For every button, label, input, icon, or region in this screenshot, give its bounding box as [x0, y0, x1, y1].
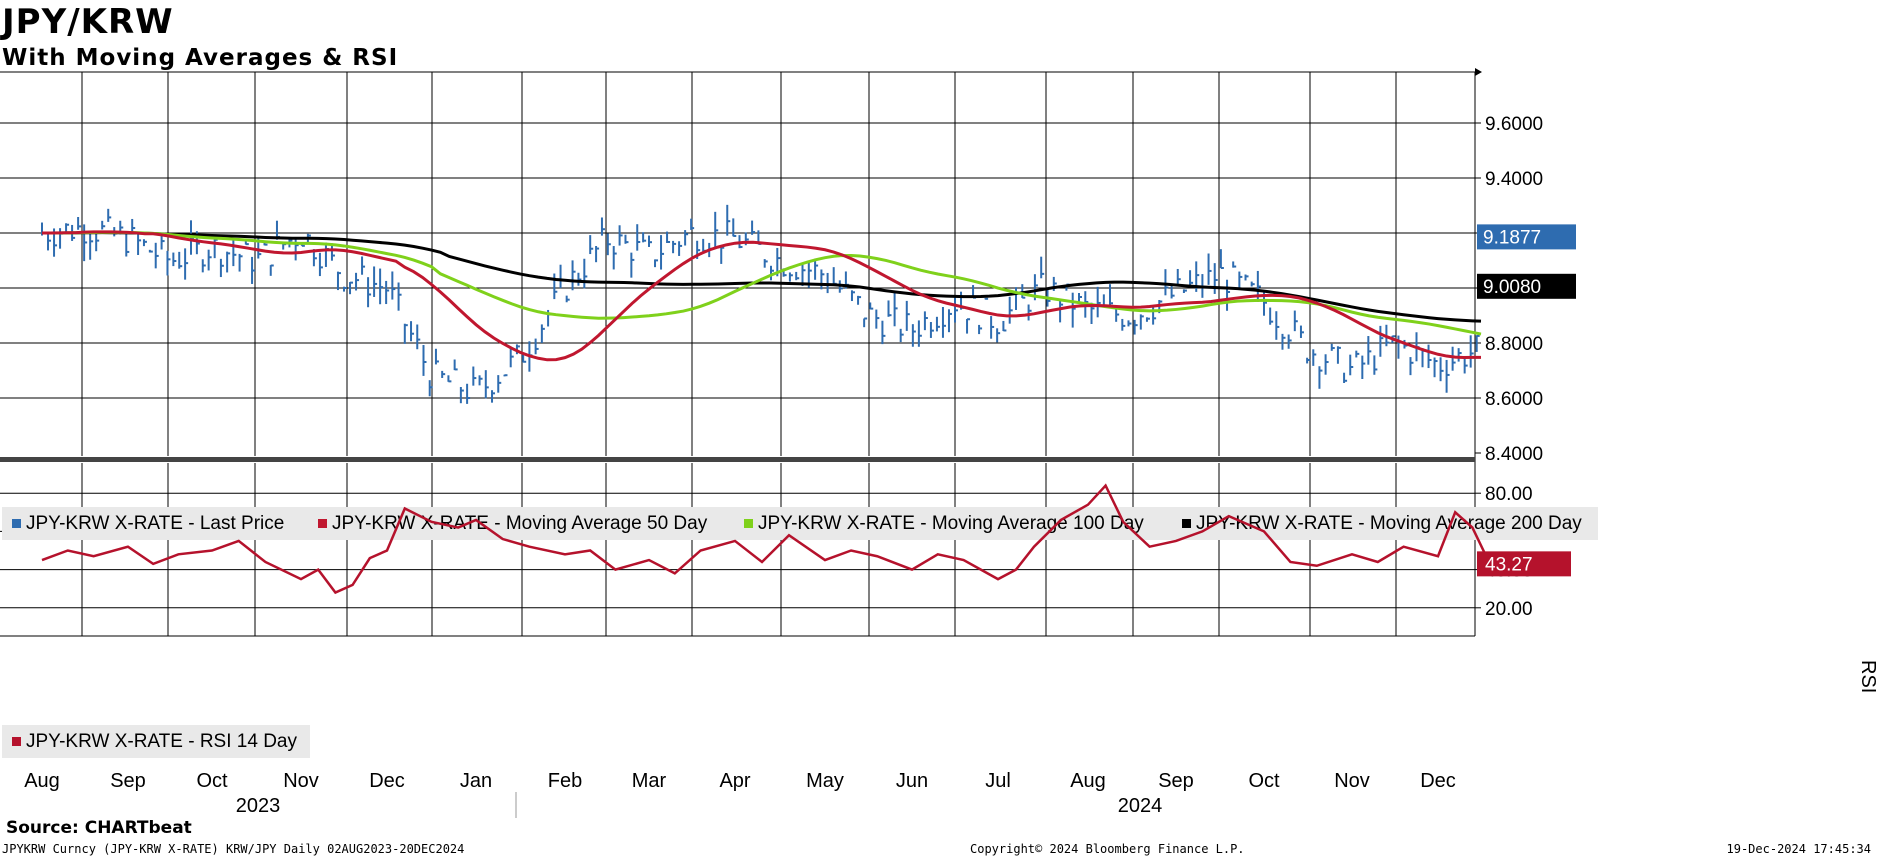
rsi-axis-title: RSI: [1857, 660, 1877, 693]
ma200-line: [41, 231, 1482, 323]
y-tick-label: 9.4000: [1485, 169, 1543, 190]
legend-entry: JPY-KRW X-RATE - Moving Average 100 Day: [758, 513, 1144, 534]
x-month-label: Nov: [1334, 770, 1370, 792]
x-month-label: May: [806, 770, 844, 792]
x-month-label: Feb: [548, 770, 582, 792]
rsi-last-label-box: [1477, 551, 1571, 577]
x-month-label: Oct: [1248, 770, 1280, 792]
x-month-label: Oct: [196, 770, 228, 792]
y-tick-label: 8.4000: [1485, 444, 1543, 465]
price-bars: [41, 204, 1480, 404]
panel-separator: [0, 457, 1475, 462]
price-legend-bg: [2, 507, 1598, 540]
footer-ticker-info: JPYKRW Curncy (JPY-KRW X-RATE) KRW/JPY D…: [2, 842, 465, 856]
legend-swatch: [318, 519, 327, 528]
rsi-legend-bg: [2, 725, 310, 758]
y-tick-label: 9.6000: [1485, 114, 1543, 135]
x-month-label: Sep: [1158, 770, 1194, 792]
y-tick-label: 8.8000: [1485, 334, 1543, 355]
x-month-label: Dec: [1420, 770, 1456, 792]
x-month-label: Mar: [632, 770, 667, 792]
footer-timestamp: 19-Dec-2024 17:45:34: [1726, 842, 1872, 856]
legend-entry: JPY-KRW X-RATE - Moving Average 50 Day: [332, 513, 708, 534]
price-last-label: 9.1877: [1483, 227, 1541, 248]
price-last-label-box: [1477, 224, 1576, 250]
x-month-label: Aug: [1070, 770, 1106, 792]
x-month-label: Jan: [460, 770, 492, 792]
rsi-last-label: 43.27: [1485, 554, 1533, 575]
x-year-label: 2023: [236, 795, 281, 817]
legend-swatch: [12, 519, 21, 528]
legend-entry: JPY-KRW X-RATE - Last Price: [26, 513, 284, 534]
source-note: Source: CHARTbeat: [6, 818, 192, 838]
x-month-label: Jul: [985, 770, 1011, 792]
axis-arrow: [1475, 68, 1482, 76]
footer-copyright: Copyright© 2024 Bloomberg Finance L.P.: [970, 842, 1245, 856]
rsi-line: [41, 483, 1491, 595]
x-year-label: 2024: [1118, 795, 1163, 817]
x-month-label: Aug: [24, 770, 60, 792]
chart-subtitle: With Moving Averages & RSI: [2, 45, 399, 71]
x-month-label: Sep: [110, 770, 146, 792]
legend-entry: JPY-KRW X-RATE - RSI 14 Day: [26, 731, 297, 752]
ma50-line: [42, 230, 1482, 362]
x-month-label: Nov: [283, 770, 319, 792]
rsi-tick-label: 20.00: [1485, 599, 1533, 620]
y-tick-label: 8.6000: [1485, 389, 1543, 410]
ma200-last-label-box: [1477, 273, 1576, 299]
x-month-label: Apr: [719, 770, 750, 792]
ma200-last-label: 9.0080: [1483, 277, 1541, 298]
chart-title: JPY/KRW: [2, 2, 174, 42]
x-month-label: Jun: [896, 770, 928, 792]
legend-entry: JPY-KRW X-RATE - Moving Average 200 Day: [1196, 513, 1582, 534]
rsi-tick-label: 80.00: [1485, 484, 1533, 505]
x-month-label: Dec: [369, 770, 405, 792]
legend-swatch: [1182, 519, 1191, 528]
legend-swatch: [744, 519, 753, 528]
ma100-line: [42, 230, 1482, 336]
legend-swatch: [12, 737, 21, 746]
